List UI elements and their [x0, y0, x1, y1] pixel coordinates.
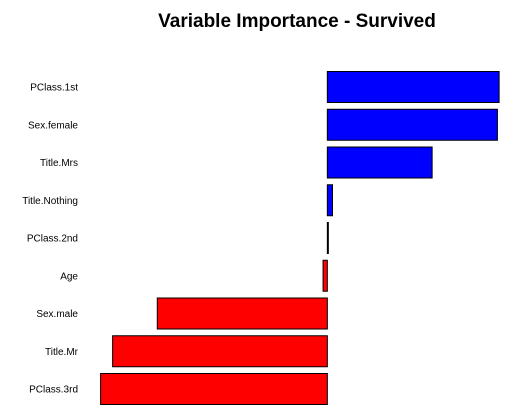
category-label-title-nothing: Title.Nothing [22, 196, 78, 207]
category-label-pclass-1st: PClass.1st [30, 83, 78, 94]
bar-title-mr [112, 335, 328, 368]
category-label-age: Age [60, 271, 78, 282]
bar-sex-female [326, 108, 498, 141]
category-labels-group: PClass.1st Sex.female Title.Mrs Title.Nothi… [22, 83, 78, 396]
category-label-pclass-3rd: PClass.3rd [29, 385, 78, 396]
category-label-sex-female: Sex.female [28, 120, 78, 131]
bar-pclass-3rd [100, 373, 328, 405]
category-label-title-mr: Title.Mr [45, 347, 79, 358]
category-label-title-mrs: Title.Mrs [40, 158, 78, 169]
bar-sex-male [156, 297, 328, 330]
bar-title-nothing [326, 184, 333, 217]
bar-age [322, 259, 328, 292]
bar-pclass-1st [326, 71, 500, 103]
category-label-pclass-2nd: PClass.2nd [27, 234, 78, 245]
category-label-sex-male: Sex.male [36, 309, 78, 320]
bars-group [100, 71, 500, 405]
bar-title-mrs [326, 146, 433, 179]
bar-pclass-2nd [326, 222, 329, 254]
chart-title: Variable Importance - Survived [158, 11, 436, 32]
